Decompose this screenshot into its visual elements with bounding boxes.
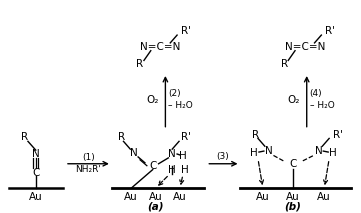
Text: R: R — [136, 59, 144, 69]
Text: C: C — [290, 159, 297, 169]
Text: Au: Au — [173, 192, 187, 202]
Text: H: H — [250, 148, 258, 158]
Text: R: R — [252, 130, 258, 140]
Text: NH₂R': NH₂R' — [75, 165, 101, 174]
Text: R: R — [21, 132, 29, 142]
Text: Au: Au — [29, 192, 43, 202]
Text: N: N — [168, 149, 176, 159]
Text: R': R' — [333, 130, 343, 140]
Text: R': R' — [325, 26, 335, 36]
Text: (2): (2) — [168, 89, 181, 98]
Text: Au: Au — [125, 192, 138, 202]
Text: Au: Au — [286, 192, 300, 202]
Text: R: R — [281, 59, 288, 69]
Text: C: C — [32, 168, 39, 177]
Text: (3): (3) — [217, 153, 229, 161]
Text: H: H — [329, 148, 337, 158]
Text: (1): (1) — [82, 153, 95, 162]
Text: (4): (4) — [310, 89, 322, 98]
Text: O₂: O₂ — [146, 95, 158, 105]
Text: – H₂O: – H₂O — [310, 101, 334, 110]
Text: R: R — [118, 132, 125, 142]
Text: – H₂O: – H₂O — [168, 101, 193, 110]
Text: C: C — [149, 161, 156, 171]
Text: Au: Au — [149, 192, 162, 202]
Text: Au: Au — [256, 192, 270, 202]
Text: N=C=N: N=C=N — [140, 42, 181, 52]
Text: H: H — [168, 165, 176, 175]
Text: N=C=N: N=C=N — [284, 42, 325, 52]
Text: N: N — [32, 149, 40, 159]
Text: R': R' — [181, 132, 191, 142]
Text: N: N — [265, 146, 273, 156]
Text: H: H — [181, 165, 189, 175]
Text: N: N — [130, 148, 138, 158]
Text: R': R' — [181, 26, 191, 36]
Text: (a): (a) — [147, 202, 164, 212]
Text: Au: Au — [317, 192, 331, 202]
Text: H: H — [179, 151, 187, 161]
Text: N: N — [314, 146, 322, 156]
Text: O₂: O₂ — [287, 95, 300, 105]
Text: (b): (b) — [284, 202, 301, 212]
